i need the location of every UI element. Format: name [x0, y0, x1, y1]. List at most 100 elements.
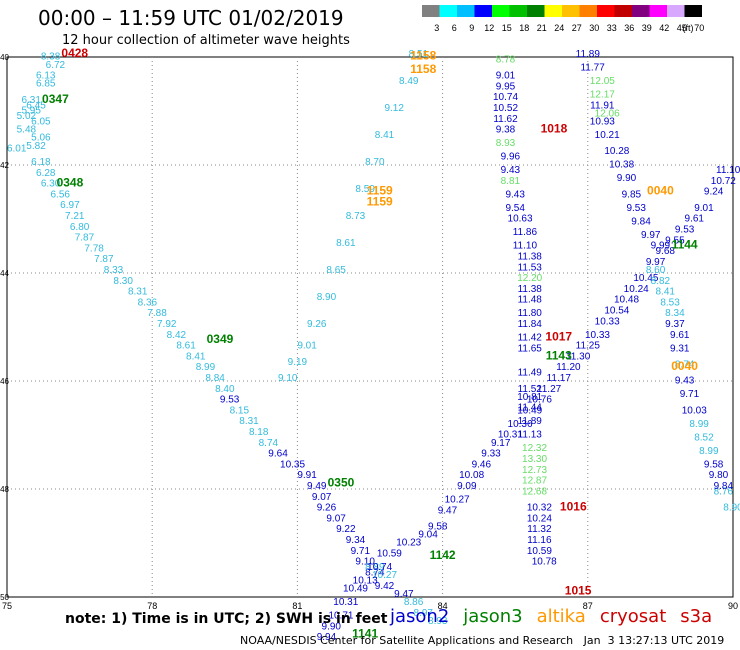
wave-height-label: 9.61	[670, 330, 690, 341]
wave-height-label: 6.72	[46, 60, 66, 71]
wave-height-label: 5.02	[17, 111, 37, 122]
wave-height-label: 8.61	[176, 341, 196, 352]
wave-height-label: 9.90	[617, 173, 637, 184]
colorbar-unit: (ft)	[683, 23, 694, 33]
wave-height-label: 10.36	[508, 419, 533, 430]
wave-height-label: 10.23	[396, 538, 421, 549]
wave-height-label: 9.61	[685, 214, 705, 225]
colorbar-swatch	[439, 5, 457, 17]
colorbar-swatch	[527, 5, 545, 17]
colorbar-swatch	[544, 5, 562, 17]
wave-height-label: 11.42	[518, 333, 543, 344]
wave-height-label: 11.30	[566, 351, 591, 362]
wave-height-label: 10.54	[604, 306, 629, 317]
wave-height-label: 9.01	[297, 341, 317, 352]
pass-time-label: 1016	[560, 500, 587, 514]
wave-height-label: 8.60	[646, 265, 666, 276]
wave-height-label: 8.76	[714, 486, 734, 497]
wave-height-label: 12.73	[522, 465, 547, 476]
wave-height-label: 9.37	[665, 319, 685, 330]
plot-frame	[6, 56, 734, 598]
colorbar-swatch	[492, 5, 510, 17]
wave-height-label: 9.91	[297, 470, 317, 481]
wave-height-label: 8.61	[336, 238, 356, 249]
wave-height-label: 5.82	[26, 141, 46, 152]
wave-height-label: 9.26	[317, 503, 337, 514]
wave-height-label: 8.99	[196, 362, 216, 373]
wave-height-label: 9.71	[680, 389, 700, 400]
legend-item: altika	[536, 606, 586, 627]
wave-height-label: 9.85	[622, 189, 642, 200]
colorbar-tick: 33	[607, 23, 617, 33]
wave-height-label: 7.92	[157, 319, 177, 330]
wave-height-label: 8.74	[259, 438, 279, 449]
colorbar-tick: 42	[659, 23, 669, 33]
wave-height-label: 11.80	[518, 308, 543, 319]
wave-height-label: 11.62	[493, 114, 518, 125]
wave-height-label: 8.34	[665, 308, 685, 319]
wave-height-label: 11.53	[518, 262, 543, 273]
wave-height-label: 8.53	[660, 297, 680, 308]
pass-time-label: 1159	[367, 195, 393, 209]
wave-height-label: 11.49	[518, 368, 543, 379]
wave-height-label: 12.87	[522, 476, 547, 487]
wave-height-label: 9.43	[505, 189, 525, 200]
wave-height-label: 5.95	[21, 106, 41, 117]
colorbar-tick: 12	[484, 23, 494, 33]
wave-height-label: 9.84	[714, 481, 734, 492]
wave-height-label: 5.48	[17, 125, 37, 136]
wave-height-label: 9.53	[675, 225, 695, 236]
wave-height-label: 8.36	[138, 297, 158, 308]
pass-time-label: 1159	[367, 184, 393, 198]
pass-time-label: 1141	[352, 627, 378, 641]
wave-height-label: 10.59	[527, 546, 552, 557]
wave-height-label: 8.84	[205, 373, 225, 384]
wave-height-label: 9.54	[505, 203, 525, 214]
wave-height-label: 9.04	[418, 530, 438, 541]
wave-height-label: 10.81	[517, 392, 542, 403]
wave-height-label: 9.42	[375, 581, 395, 592]
wave-height-label: 11.10	[513, 241, 538, 252]
wave-height-label: 11.17	[547, 373, 572, 384]
legend-item: jason2	[390, 606, 450, 627]
wave-height-label: 10.21	[595, 130, 620, 141]
pass-time-label: 1015	[565, 583, 592, 597]
wave-height-label: 9.38	[496, 125, 516, 136]
colorbar-tick: 39	[642, 23, 652, 33]
wave-height-label: 6.30	[41, 179, 61, 190]
wave-height-label: 8.42	[167, 330, 187, 341]
wave-height-label: 9.64	[268, 449, 288, 460]
colorbar-swatch	[474, 5, 492, 17]
wave-height-label: 9.68	[656, 246, 676, 257]
wave-height-label: 9.26	[307, 319, 327, 330]
wave-height-label: 6.18	[31, 157, 51, 168]
colorbar-swatch	[597, 5, 615, 17]
wave-height-label: 10.71	[328, 611, 353, 622]
wave-height-label: 10.33	[585, 330, 610, 341]
colorbar-swatch	[667, 5, 685, 17]
x-tick-label: 84	[438, 601, 448, 611]
wave-height-label: 9.96	[501, 152, 521, 163]
wave-height-label: 8.30	[113, 276, 133, 287]
wave-height-label: 8.18	[249, 427, 269, 438]
pass-time-label: 0347	[42, 92, 69, 106]
wave-height-label: 9.58	[428, 522, 448, 533]
wave-height-label: 9.99	[651, 241, 671, 252]
colorbar-swatch	[632, 5, 650, 17]
footnote: note: 1) Time is in UTC; 2) SWH is in fe…	[65, 611, 388, 627]
wave-height-label: 6.85	[36, 79, 56, 90]
pass-time-label: 1143	[546, 348, 572, 362]
wave-height-label: 10.31	[333, 597, 358, 608]
x-tick-label: 78	[147, 601, 157, 611]
wave-height-label: 8.89	[365, 562, 385, 573]
wave-height-label: 9.33	[481, 449, 501, 460]
wave-height-label: 9.07	[326, 513, 346, 524]
wave-height-label: 9.97	[646, 257, 666, 268]
wave-height-label: 10.63	[508, 214, 533, 225]
colorbar-tick: 21	[537, 23, 547, 33]
x-tick-label: 87	[583, 601, 593, 611]
wave-height-label: 8.86	[404, 597, 424, 608]
wave-height-label: 10.08	[459, 470, 484, 481]
wave-height-label: 6.31	[21, 95, 41, 106]
